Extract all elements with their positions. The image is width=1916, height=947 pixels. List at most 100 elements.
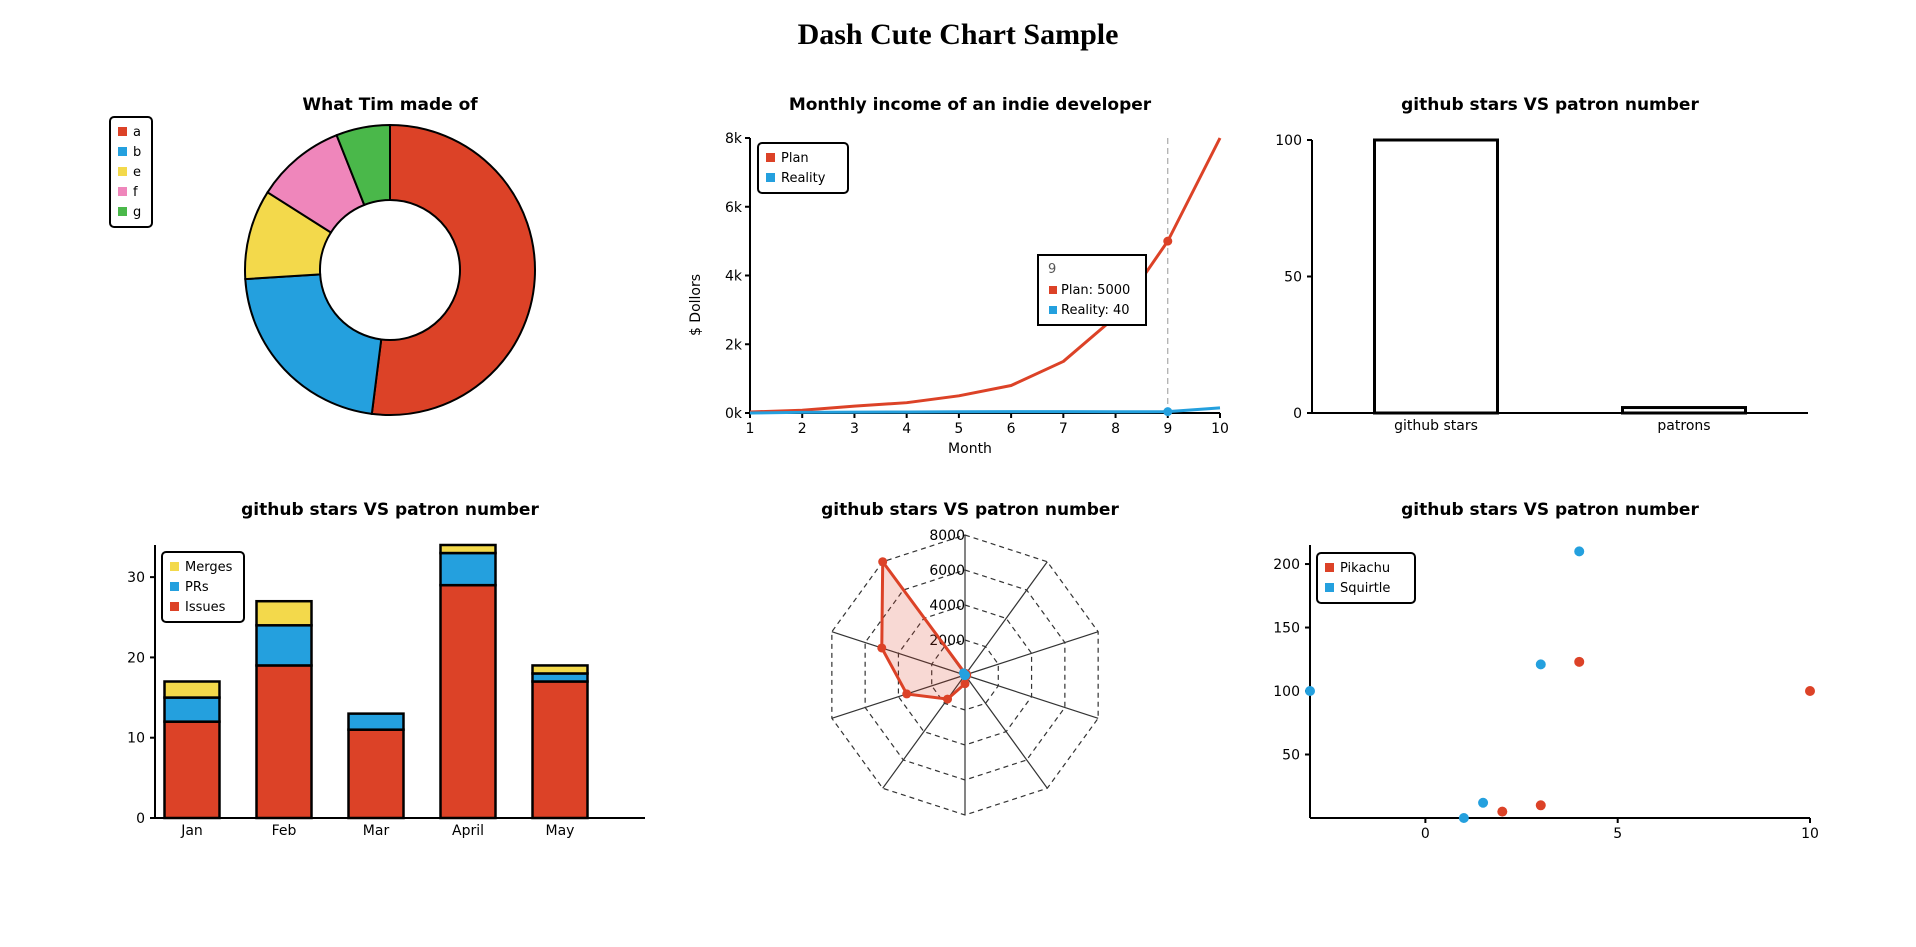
bar-segment	[439, 551, 497, 587]
scatter-point	[1305, 686, 1315, 697]
legend-box	[161, 551, 245, 623]
y-tick-label: 150	[1273, 621, 1300, 637]
legend-swatch	[766, 153, 775, 162]
x-tick-label: 5	[1613, 826, 1622, 842]
radar-axis	[964, 631, 1099, 676]
legend-swatch	[118, 187, 127, 196]
radar-chart: github stars VS patron number 2000 4000 60…	[820, 485, 1120, 830]
legend-label: a	[133, 125, 141, 140]
x-tick-label: 4	[902, 421, 911, 437]
tooltip: 9 Plan: 5000 Reality: 40	[1037, 254, 1147, 326]
bar-segment	[531, 680, 589, 820]
x-tick-label: 7	[1059, 421, 1068, 437]
radar-point	[902, 689, 912, 699]
tooltip-line: Plan: 5000	[1061, 283, 1130, 298]
radar-axis	[964, 674, 1048, 789]
x-tick-label: 9	[1163, 421, 1172, 437]
hover-point	[1163, 236, 1173, 246]
bar-segment	[439, 543, 497, 555]
y-tick-label: 0	[136, 811, 145, 827]
pie-slice	[244, 273, 383, 415]
x-tick-label: April	[452, 823, 484, 839]
tooltip-line: Reality: 40	[1061, 303, 1130, 318]
bar	[1621, 406, 1747, 415]
tooltip-title: 9	[1048, 262, 1056, 277]
pie-slice	[335, 123, 391, 207]
scatter-point	[1574, 546, 1585, 557]
x-tick-label: 0	[1421, 826, 1430, 842]
y-tick-label: 30	[127, 570, 145, 586]
legend-label: Plan	[781, 151, 809, 166]
chart-title: github stars VS patron number	[821, 500, 1119, 520]
scatter-point	[1805, 686, 1815, 697]
y-tick-label: 6k	[725, 200, 743, 216]
bar-segment	[439, 583, 497, 820]
page-title: Dash Cute Chart Sample	[797, 18, 1119, 51]
legend-swatch	[1325, 583, 1334, 592]
legend-label: PRs	[185, 580, 209, 595]
income-line-chart: Monthly income of an indie developer Mon…	[680, 80, 1240, 465]
radar-axis	[964, 674, 1099, 719]
x-tick-label: 8	[1111, 421, 1120, 437]
chart-title: Monthly income of an indie developer	[789, 95, 1152, 115]
legend-box	[757, 142, 849, 194]
x-tick-label: 5	[954, 421, 963, 437]
x-tick-label: 10	[1211, 421, 1229, 437]
scatter-point	[1458, 813, 1469, 823]
y-tick-label: 4k	[725, 269, 743, 285]
legend-swatch	[170, 602, 179, 611]
bar-segment	[163, 696, 221, 723]
legend-swatch	[170, 562, 179, 571]
legend-box	[109, 116, 153, 228]
legend-box	[1316, 552, 1416, 604]
hover-point	[1163, 407, 1173, 417]
x-tick-label: Jan	[180, 823, 203, 839]
y-tick-label: 2k	[725, 337, 743, 353]
scatter-point	[1497, 806, 1508, 817]
bar-segment	[163, 720, 221, 820]
bar-segment	[531, 664, 589, 675]
y-axis-label: $ Dollors	[688, 274, 704, 336]
legend-label: Merges	[185, 560, 233, 575]
bar-segment	[347, 728, 405, 820]
bar-segment	[163, 680, 221, 699]
stars-bar-chart: github stars VS patron number 0 50 100 gith…	[1260, 80, 1820, 445]
x-tick-label: May	[546, 823, 575, 839]
legend-label: b	[133, 145, 141, 160]
radar-point	[943, 694, 953, 704]
legend-label: Pikachu	[1340, 561, 1390, 576]
radar-tick-label: 4000	[929, 598, 965, 614]
y-tick-label: 100	[1273, 684, 1300, 700]
x-tick-label: patrons	[1657, 418, 1710, 434]
radar-axis	[831, 674, 966, 719]
scatter-point	[1535, 800, 1546, 811]
radar-tick-label: 6000	[929, 563, 965, 579]
legend-label: Squirtle	[1340, 581, 1390, 596]
x-tick-label: 6	[1007, 421, 1016, 437]
x-tick-label: Feb	[272, 823, 297, 839]
y-tick-label: 100	[1275, 133, 1302, 149]
y-tick-label: 8k	[725, 131, 743, 147]
x-axis-label: Month	[948, 441, 992, 457]
y-tick-label: 0k	[725, 406, 743, 422]
bar	[1373, 138, 1499, 415]
legend-swatch	[118, 147, 127, 156]
legend-label: g	[133, 205, 141, 220]
radar-axis	[964, 561, 1048, 676]
x-tick-label: 3	[850, 421, 859, 437]
chart-title: github stars VS patron number	[1401, 500, 1699, 520]
y-tick-label: 10	[127, 731, 145, 747]
radar-axis	[831, 631, 966, 676]
stacked-bar-chart: github stars VS patron number 0 10 20 30 Jan…	[100, 485, 660, 850]
y-tick-label: 50	[1284, 270, 1302, 286]
radar-area	[880, 557, 969, 701]
radar-point	[960, 679, 970, 689]
chart-title: github stars VS patron number	[1401, 95, 1699, 115]
bar-segment	[347, 712, 405, 731]
x-tick-label: 10	[1801, 826, 1819, 842]
radar-tick-label: 8000	[929, 528, 965, 544]
x-tick-label: Mar	[363, 823, 390, 839]
legend-swatch	[118, 127, 127, 136]
legend-label: Issues	[185, 600, 226, 615]
legend-label: e	[133, 165, 141, 180]
